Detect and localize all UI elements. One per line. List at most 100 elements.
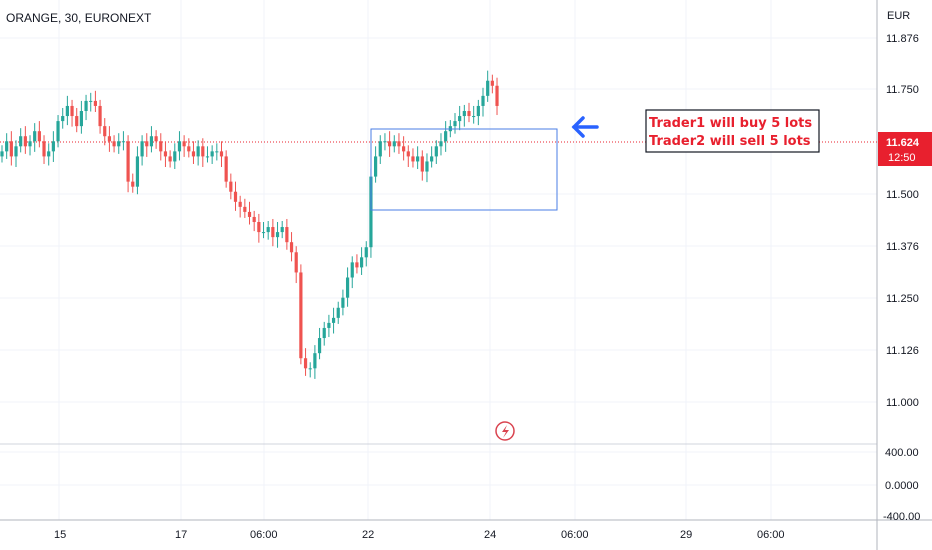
y-tick: 11.876 <box>886 33 919 45</box>
candle-body <box>47 151 51 157</box>
candle-body <box>439 141 443 147</box>
grid <box>0 0 877 520</box>
candle-body <box>187 146 191 152</box>
candle-body <box>313 353 317 369</box>
range-rectangle[interactable] <box>370 128 558 211</box>
candle-body <box>196 146 200 157</box>
candle-body <box>486 80 490 96</box>
x-tick: 24 <box>484 529 496 541</box>
candle-body <box>210 151 214 157</box>
candle-body <box>89 100 93 102</box>
volume-tick: -400.00 <box>883 511 920 523</box>
candle-body <box>495 85 499 106</box>
candle-body <box>252 216 256 222</box>
candle-body <box>61 116 65 122</box>
candle-body <box>345 277 350 298</box>
candle-body <box>472 116 476 118</box>
candle-body <box>233 191 238 202</box>
candle-body <box>289 242 294 253</box>
candle-body <box>416 156 420 162</box>
y-tick: 11.250 <box>886 293 919 305</box>
candle-body <box>98 105 102 127</box>
candle-body <box>425 161 429 172</box>
candle-body <box>84 100 88 111</box>
candle-body <box>173 151 177 162</box>
candle-body <box>117 141 121 147</box>
candle-body <box>266 227 270 233</box>
candle-body <box>107 136 112 142</box>
time-axis[interactable]: 15 17 06:00 22 24 06:00 29 06:00 <box>54 529 785 541</box>
candle-body <box>177 141 182 152</box>
annotation-note[interactable]: Trader1 will buy 5 lots Trader2 will sel… <box>645 109 820 153</box>
last-price-value: 11.624 <box>886 137 920 149</box>
x-tick: 15 <box>54 529 66 541</box>
candle-body <box>103 126 107 137</box>
candle-body <box>247 211 252 217</box>
candle-body <box>420 156 424 172</box>
y-tick: 11.750 <box>886 84 919 96</box>
y-tick: 11.126 <box>886 345 919 357</box>
x-tick: 06:00 <box>561 529 589 541</box>
candle-body <box>299 272 303 359</box>
candle-body <box>154 136 158 142</box>
candle-body <box>126 141 130 182</box>
candle-body <box>79 111 83 127</box>
x-tick: 17 <box>175 529 187 541</box>
candle-body <box>112 141 116 147</box>
price-axis[interactable]: 11.876 11.750 11.500 11.376 11.250 11.12… <box>883 33 920 523</box>
candle-body <box>168 156 172 162</box>
candle-body <box>476 105 480 117</box>
candle-body <box>0 151 4 157</box>
candle-body <box>261 232 266 234</box>
last-price-tag: 11.624 12:50 <box>878 132 932 166</box>
candle-body <box>308 368 312 370</box>
candle-body <box>388 141 392 147</box>
candle-body <box>51 141 55 152</box>
candle-body <box>42 141 46 157</box>
candle-body <box>402 146 406 152</box>
x-tick: 22 <box>362 529 374 541</box>
candle-body <box>182 141 186 147</box>
x-tick: 06:00 <box>757 529 785 541</box>
y-tick: 11.500 <box>886 189 919 201</box>
candle-body <box>331 317 336 323</box>
y-tick: 11.376 <box>886 241 919 253</box>
candle-body <box>75 116 79 127</box>
lightning-icon[interactable] <box>495 421 515 441</box>
candle-body <box>383 141 387 143</box>
candle-body <box>135 156 140 187</box>
x-tick: 29 <box>680 529 692 541</box>
candle-body <box>462 111 466 117</box>
candle-body <box>444 131 448 142</box>
candle-body <box>14 146 18 157</box>
volume-tick: 0.0000 <box>885 480 919 492</box>
candle-body <box>327 322 331 328</box>
y-tick: 11.000 <box>886 397 919 409</box>
candle-body <box>149 136 154 147</box>
candle-body <box>364 247 368 258</box>
annotation-line-2: Trader2 will sell 5 lots <box>649 134 811 149</box>
candles-layer <box>0 70 499 379</box>
candle-body <box>37 131 41 142</box>
candle-body <box>275 232 280 238</box>
candle-body <box>201 146 205 157</box>
candle-body <box>280 227 284 233</box>
candle-body <box>285 227 289 243</box>
candle-body <box>19 136 23 147</box>
candle-body <box>490 80 494 86</box>
candle-body <box>140 141 144 157</box>
candle-body <box>458 116 462 122</box>
candle-body <box>70 105 74 117</box>
candle-body <box>257 222 261 233</box>
candle-body <box>33 131 37 142</box>
left-arrow-icon[interactable] <box>571 116 599 138</box>
candle-body <box>159 141 163 152</box>
candle-body <box>341 297 345 308</box>
x-tick: 06:00 <box>250 529 278 541</box>
symbol-title[interactable]: ORANGE, 30, EURONEXT <box>6 11 152 25</box>
candle-body <box>322 327 326 339</box>
volume-tick: 400.00 <box>885 447 919 459</box>
candle-body <box>5 141 9 152</box>
candle-body <box>369 176 373 248</box>
